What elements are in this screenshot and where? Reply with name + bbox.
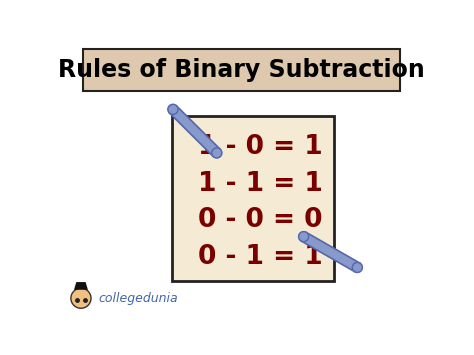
Circle shape bbox=[299, 231, 309, 242]
FancyBboxPatch shape bbox=[82, 49, 400, 91]
FancyBboxPatch shape bbox=[172, 116, 334, 281]
Circle shape bbox=[352, 262, 363, 272]
Text: 1 - 1 = 1: 1 - 1 = 1 bbox=[198, 170, 323, 197]
Text: 0 - 0 = 0: 0 - 0 = 0 bbox=[199, 207, 323, 234]
Circle shape bbox=[168, 104, 178, 114]
Text: Rules of Binary Subtraction: Rules of Binary Subtraction bbox=[58, 58, 425, 82]
Polygon shape bbox=[301, 232, 360, 272]
Text: 0 - 1 = 1: 0 - 1 = 1 bbox=[199, 245, 323, 271]
Text: 1 - 0 = 1: 1 - 0 = 1 bbox=[199, 133, 323, 159]
Circle shape bbox=[71, 288, 91, 308]
Polygon shape bbox=[169, 106, 220, 157]
Text: collegedunia: collegedunia bbox=[98, 292, 178, 305]
Polygon shape bbox=[74, 282, 88, 290]
Circle shape bbox=[212, 148, 222, 158]
